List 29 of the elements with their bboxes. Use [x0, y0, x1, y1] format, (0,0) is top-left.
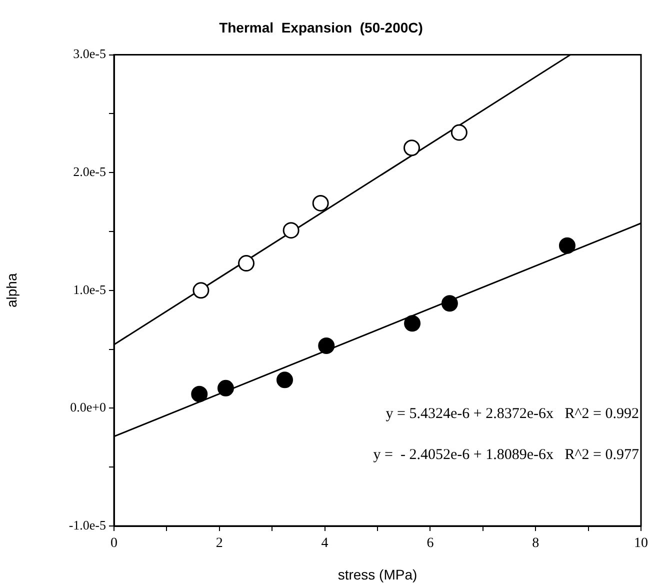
x-axis-title: stress (MPa) [338, 566, 418, 582]
x-tick-label: 2 [216, 536, 223, 552]
point [191, 386, 208, 402]
x-tick-label: 6 [426, 536, 434, 552]
y-tick-label: 1.0e-5 [73, 282, 106, 297]
x-tick-label: 10 [634, 536, 648, 552]
x-tick-label: 0 [110, 536, 118, 552]
point [318, 338, 335, 354]
point [558, 237, 576, 254]
point [312, 194, 329, 212]
point [192, 282, 210, 299]
annotation: y = 5.4324e-6 + 2.8372e-6x R^2 = 0.992 [386, 406, 639, 422]
y-axis-title: alpha [3, 273, 20, 308]
y-tick-label: 2.0e-5 [73, 164, 106, 180]
y-tick-label: 3.0e-5 [73, 46, 106, 62]
point [238, 255, 255, 272]
point [276, 372, 293, 388]
point [441, 295, 458, 312]
point [404, 140, 420, 156]
point [217, 380, 234, 396]
x-tick-label: 8 [532, 536, 540, 552]
annotation: y = - 2.4052e-6 + 1.8089e-6x R^2 = 0.977 [373, 446, 640, 463]
point [282, 222, 300, 239]
y-tick-label: 0.0e+0 [70, 400, 106, 415]
point [404, 315, 421, 332]
x-tick-label: 4 [321, 536, 328, 552]
point [450, 124, 468, 141]
chart-title: Thermal Expansion (50-200C) [219, 19, 423, 36]
y-tick-label: -1.0e-5 [68, 517, 106, 532]
